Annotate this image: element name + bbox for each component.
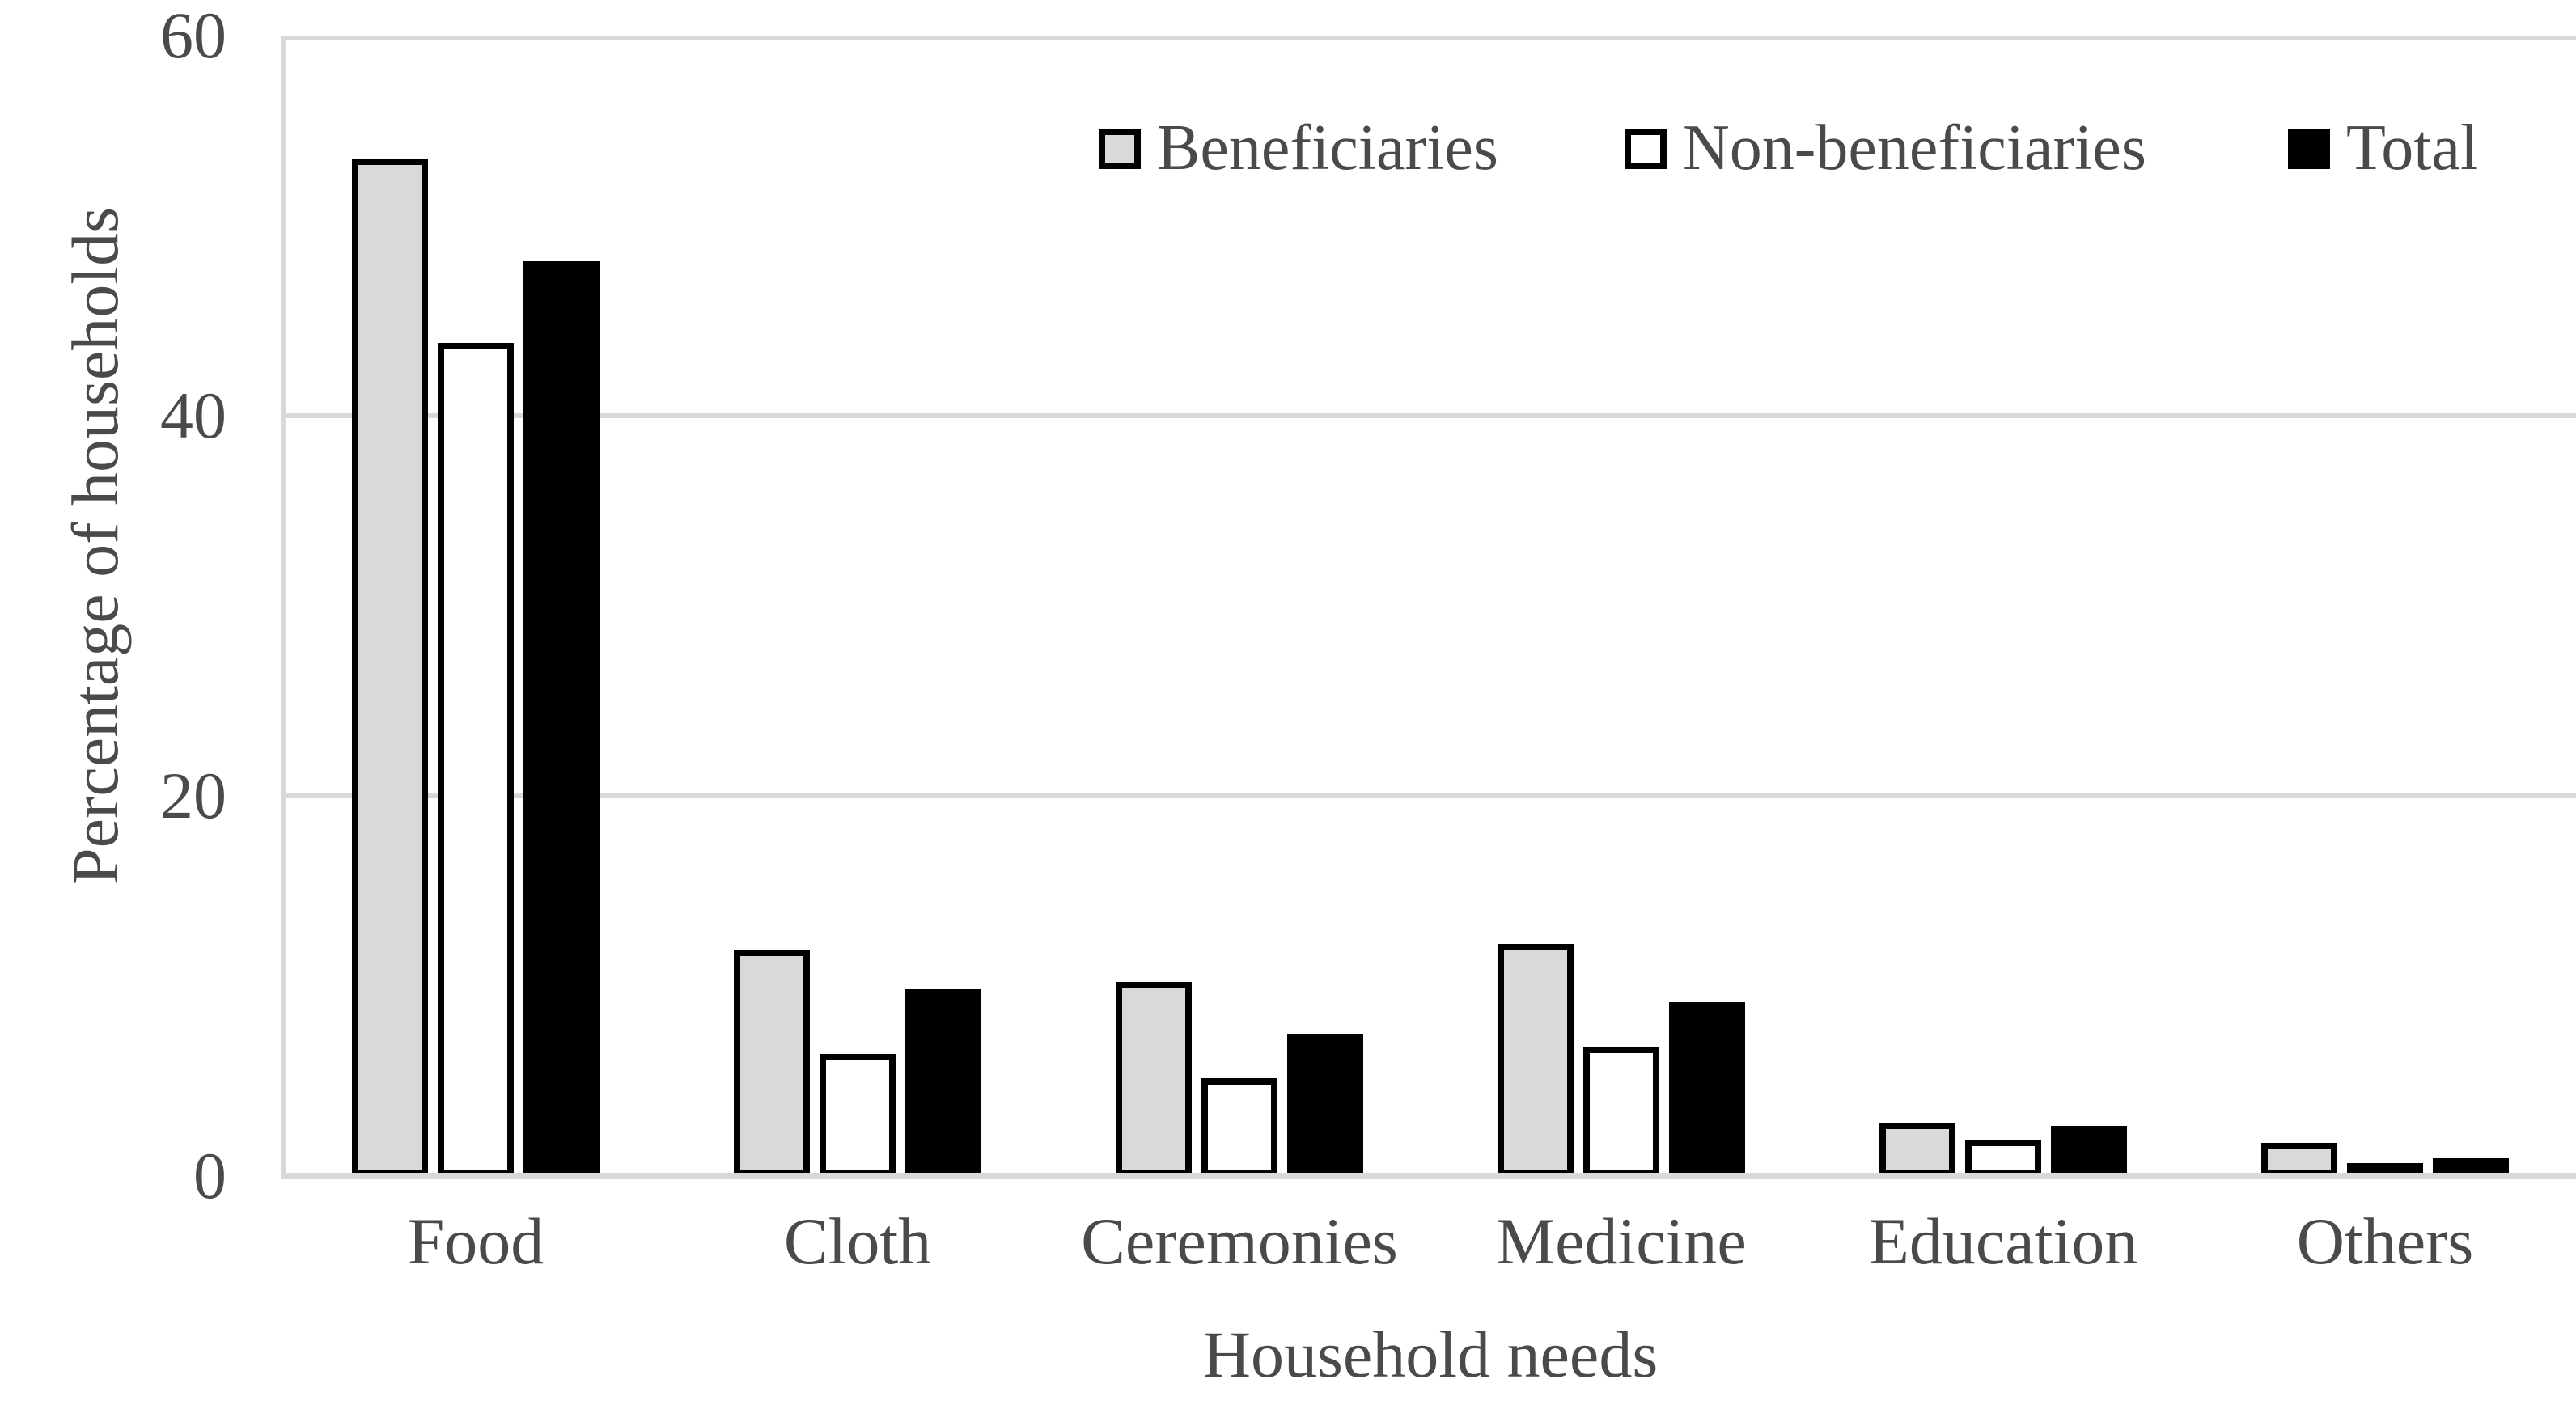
beneficiaries-swatch-icon [1099, 128, 1141, 169]
non-beneficiaries-swatch-icon [1625, 128, 1667, 169]
x-axis-line [281, 1173, 2576, 1179]
bar-medicine-total [1669, 1002, 1745, 1176]
bar-food-non-beneficiaries [438, 343, 514, 1176]
x-label-cloth: Cloth [783, 1204, 932, 1278]
legend-item-beneficiaries: Beneficiaries [1099, 112, 1498, 185]
x-axis-title: Household needs [1202, 1318, 1659, 1391]
gridline-60 [285, 36, 2576, 40]
bar-ceremonies-non-beneficiaries [1201, 1078, 1277, 1176]
legend-label-non-beneficiaries: Non-beneficiaries [1683, 112, 2147, 184]
bar-others-beneficiaries [2261, 1143, 2337, 1176]
bar-cloth-beneficiaries [734, 949, 810, 1176]
bar-medicine-non-beneficiaries [1583, 1046, 1659, 1176]
bar-medicine-beneficiaries [1498, 943, 1574, 1176]
plot-area [281, 36, 2576, 1179]
y-axis-line [281, 36, 286, 1179]
total-swatch-icon [2288, 128, 2330, 169]
y-tick-label-60: 60 [160, 0, 227, 72]
legend-label-total: Total [2346, 112, 2479, 184]
y-tick-label-40: 40 [160, 379, 227, 452]
bar-education-non-beneficiaries [1965, 1139, 2041, 1176]
y-tick-label-0: 0 [193, 1139, 227, 1212]
x-label-education: Education [1868, 1204, 2138, 1278]
bar-education-total [2051, 1126, 2127, 1176]
legend-item-total: Total [2288, 112, 2478, 185]
bar-cloth-non-beneficiaries [820, 1053, 896, 1176]
y-tick-label-20: 20 [160, 759, 227, 832]
x-label-medicine: Medicine [1496, 1204, 1747, 1278]
x-label-food: Food [407, 1204, 544, 1278]
x-label-others: Others [2296, 1204, 2474, 1278]
gridline-40 [285, 413, 2576, 418]
bar-education-beneficiaries [1879, 1122, 1955, 1176]
bar-cloth-total [905, 989, 981, 1176]
legend-item-non-beneficiaries: Non-beneficiaries [1625, 112, 2146, 185]
legend-label-beneficiaries: Beneficiaries [1157, 112, 1498, 184]
bar-food-total [523, 260, 600, 1176]
gridline-20 [285, 793, 2576, 798]
bar-ceremonies-total [1287, 1034, 1363, 1176]
x-label-ceremonies: Ceremonies [1081, 1204, 1398, 1278]
bar-ceremonies-beneficiaries [1116, 981, 1192, 1176]
bar-food-beneficiaries [352, 159, 428, 1176]
